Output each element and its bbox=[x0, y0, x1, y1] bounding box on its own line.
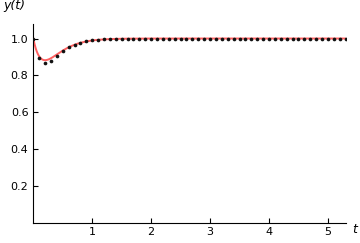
Point bbox=[266, 36, 272, 40]
Point bbox=[296, 36, 301, 40]
Point bbox=[54, 54, 60, 58]
Point bbox=[113, 37, 119, 41]
Point bbox=[213, 36, 219, 40]
Point bbox=[42, 61, 48, 65]
Point bbox=[172, 36, 177, 40]
Point bbox=[178, 36, 184, 40]
Point bbox=[154, 37, 160, 41]
Point bbox=[30, 37, 36, 41]
Point bbox=[260, 36, 266, 40]
Point bbox=[84, 40, 89, 43]
Point bbox=[60, 49, 66, 53]
X-axis label: t: t bbox=[352, 223, 357, 235]
Point bbox=[319, 36, 325, 40]
Point bbox=[142, 37, 148, 41]
Point bbox=[195, 36, 201, 40]
Point bbox=[237, 36, 242, 40]
Point bbox=[301, 36, 307, 40]
Y-axis label: y(t): y(t) bbox=[4, 0, 26, 12]
Point bbox=[337, 36, 343, 40]
Point bbox=[290, 36, 296, 40]
Point bbox=[131, 37, 136, 41]
Point bbox=[278, 36, 284, 40]
Point bbox=[201, 36, 207, 40]
Point bbox=[325, 36, 331, 40]
Point bbox=[189, 36, 195, 40]
Point bbox=[225, 36, 231, 40]
Point bbox=[136, 37, 142, 41]
Point bbox=[331, 36, 337, 40]
Point bbox=[231, 36, 237, 40]
Point bbox=[125, 37, 130, 41]
Point bbox=[254, 36, 260, 40]
Point bbox=[272, 36, 278, 40]
Point bbox=[89, 39, 95, 43]
Point bbox=[243, 36, 248, 40]
Point bbox=[313, 36, 319, 40]
Point bbox=[166, 36, 172, 40]
Point bbox=[36, 56, 42, 60]
Point bbox=[48, 59, 54, 63]
Point bbox=[160, 37, 166, 41]
Point bbox=[148, 37, 154, 41]
Point bbox=[77, 41, 83, 45]
Point bbox=[72, 43, 77, 47]
Point bbox=[219, 36, 225, 40]
Point bbox=[307, 36, 313, 40]
Point bbox=[101, 37, 107, 41]
Point bbox=[248, 36, 254, 40]
Point bbox=[66, 45, 72, 49]
Point bbox=[207, 36, 213, 40]
Point bbox=[184, 36, 189, 40]
Point bbox=[107, 37, 113, 41]
Point bbox=[343, 36, 348, 40]
Point bbox=[284, 36, 289, 40]
Point bbox=[95, 38, 101, 42]
Point bbox=[119, 37, 125, 41]
